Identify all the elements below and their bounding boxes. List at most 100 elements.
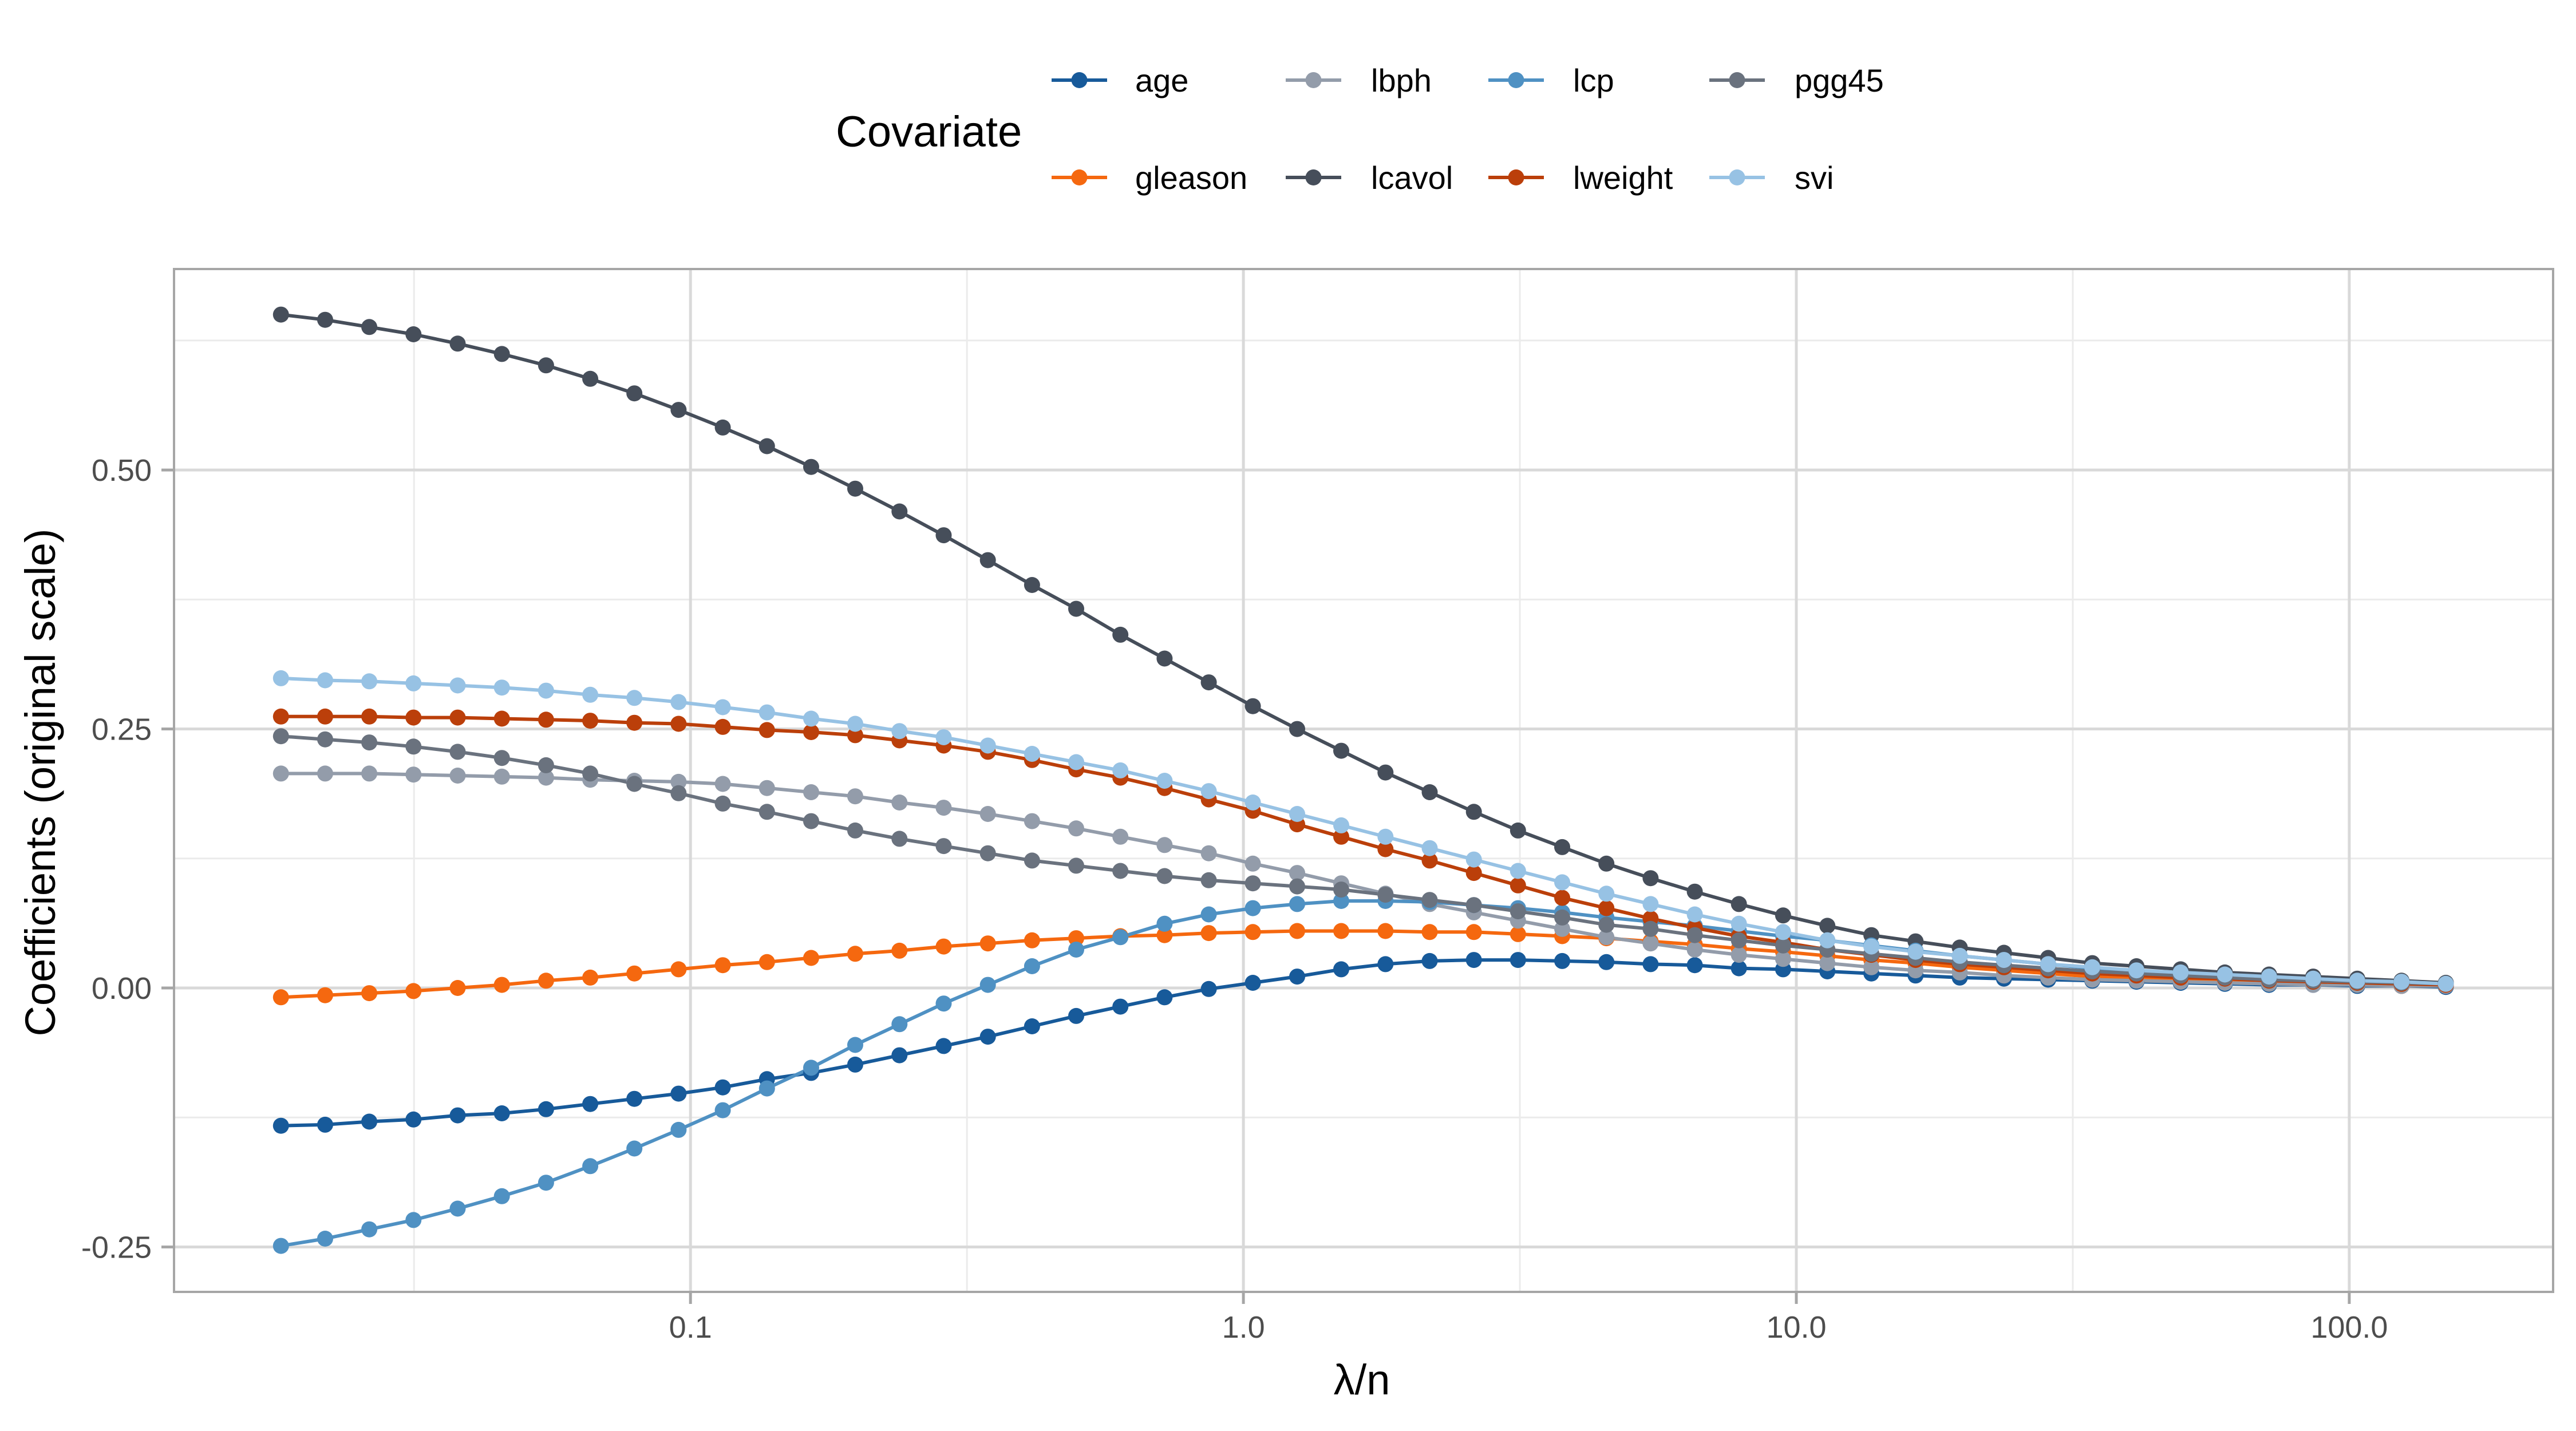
x-tick-label: 0.1 xyxy=(669,1310,712,1345)
data-point-age xyxy=(1068,1007,1084,1024)
data-point-pgg45 xyxy=(1156,868,1173,884)
legend-key-point xyxy=(1508,72,1524,88)
data-point-pgg45 xyxy=(714,795,731,812)
legend-item-gleason: gleason xyxy=(1052,160,1247,196)
legend-key-point xyxy=(1305,169,1322,185)
data-point-lbph xyxy=(317,765,333,782)
data-point-lbph xyxy=(803,784,819,800)
data-point-lweight xyxy=(272,708,289,725)
data-point-svi xyxy=(1819,932,1836,948)
data-point-svi xyxy=(1244,794,1261,811)
data-point-lcp xyxy=(1200,906,1217,923)
data-point-age xyxy=(670,1085,687,1102)
data-point-lbph xyxy=(1863,959,1880,975)
data-point-lcp xyxy=(1333,893,1349,909)
data-point-pgg45 xyxy=(891,831,908,847)
data-point-lcavol xyxy=(1510,822,1526,839)
data-point-svi xyxy=(1907,943,1924,960)
data-point-svi xyxy=(803,710,819,727)
data-point-lcp xyxy=(891,1016,908,1033)
legend-key-point xyxy=(1508,169,1524,185)
data-point-lbph xyxy=(405,766,422,783)
data-point-age xyxy=(1244,975,1261,991)
data-point-svi xyxy=(1465,851,1482,868)
data-point-lcavol xyxy=(272,306,289,323)
data-point-pgg45 xyxy=(317,731,333,748)
data-point-svi xyxy=(1686,906,1703,923)
data-point-lbph xyxy=(272,765,289,782)
data-point-lbph xyxy=(891,794,908,811)
data-point-svi xyxy=(2217,966,2233,983)
data-point-pgg45 xyxy=(935,838,952,855)
data-point-lcp xyxy=(272,1238,289,1254)
data-point-lweight xyxy=(317,708,333,725)
data-point-pgg45 xyxy=(1642,920,1659,937)
data-point-lcp xyxy=(670,1121,687,1138)
data-point-lcavol xyxy=(1730,896,1747,912)
data-point-gleason xyxy=(1465,924,1482,940)
data-point-svi xyxy=(670,694,687,710)
data-point-svi xyxy=(847,716,863,732)
data-point-gleason xyxy=(538,973,554,989)
data-point-lweight xyxy=(1333,828,1349,845)
data-point-lcavol xyxy=(935,527,952,544)
data-point-pgg45 xyxy=(405,738,422,755)
data-point-gleason xyxy=(935,938,952,955)
series-points xyxy=(272,306,2454,1254)
data-point-svi xyxy=(2172,964,2189,981)
data-point-pgg45 xyxy=(493,750,510,766)
data-point-svi xyxy=(1289,806,1305,822)
data-point-lweight xyxy=(1421,852,1438,869)
data-point-svi xyxy=(1333,817,1349,833)
data-point-age xyxy=(582,1096,599,1112)
data-point-lcavol xyxy=(626,385,643,402)
data-point-lcp xyxy=(1068,942,1084,958)
data-point-svi xyxy=(1642,896,1659,912)
data-point-pgg45 xyxy=(1200,872,1217,888)
data-point-svi xyxy=(1951,947,1968,964)
data-point-lcp xyxy=(847,1037,863,1053)
data-point-lcavol xyxy=(1244,698,1261,714)
data-point-lcp xyxy=(538,1175,554,1191)
data-point-svi xyxy=(2128,962,2145,979)
data-point-svi xyxy=(272,670,289,686)
data-point-lcavol xyxy=(1598,855,1615,872)
data-point-svi xyxy=(1598,886,1615,902)
data-point-svi xyxy=(1554,874,1570,891)
data-point-svi xyxy=(1863,938,1880,955)
legend-label: lbph xyxy=(1371,62,1432,98)
data-point-svi xyxy=(582,686,599,703)
x-axis: 0.1 1.0 10.0 100.0 xyxy=(669,1292,2388,1345)
data-point-lcavol xyxy=(361,319,378,335)
data-point-gleason xyxy=(1289,923,1305,939)
data-point-pgg45 xyxy=(1421,892,1438,908)
data-point-gleason xyxy=(582,969,599,986)
legend-item-lweight: lweight xyxy=(1488,160,1673,196)
data-point-pgg45 xyxy=(670,785,687,801)
data-point-pgg45 xyxy=(1024,852,1040,869)
data-point-gleason xyxy=(272,989,289,1006)
data-point-lbph xyxy=(1289,865,1305,881)
data-point-gleason xyxy=(1244,924,1261,940)
data-point-lweight xyxy=(493,710,510,727)
data-point-lcp xyxy=(714,1102,731,1118)
data-point-lcp xyxy=(361,1221,378,1238)
data-point-svi xyxy=(758,704,775,721)
data-point-lweight xyxy=(626,714,643,731)
data-point-gleason xyxy=(1156,927,1173,943)
data-point-lbph xyxy=(1068,820,1084,837)
data-point-lcp xyxy=(405,1212,422,1228)
data-point-lcp xyxy=(979,977,996,993)
data-point-lcavol xyxy=(758,438,775,454)
data-point-pgg45 xyxy=(626,776,643,792)
data-point-lbph xyxy=(935,800,952,816)
data-point-lweight xyxy=(449,709,466,726)
data-point-lweight xyxy=(405,709,422,726)
data-point-svi xyxy=(493,679,510,696)
data-point-pgg45 xyxy=(1465,897,1482,914)
data-point-gleason xyxy=(847,946,863,962)
data-point-lbph xyxy=(493,768,510,785)
data-point-lcp xyxy=(1244,900,1261,916)
